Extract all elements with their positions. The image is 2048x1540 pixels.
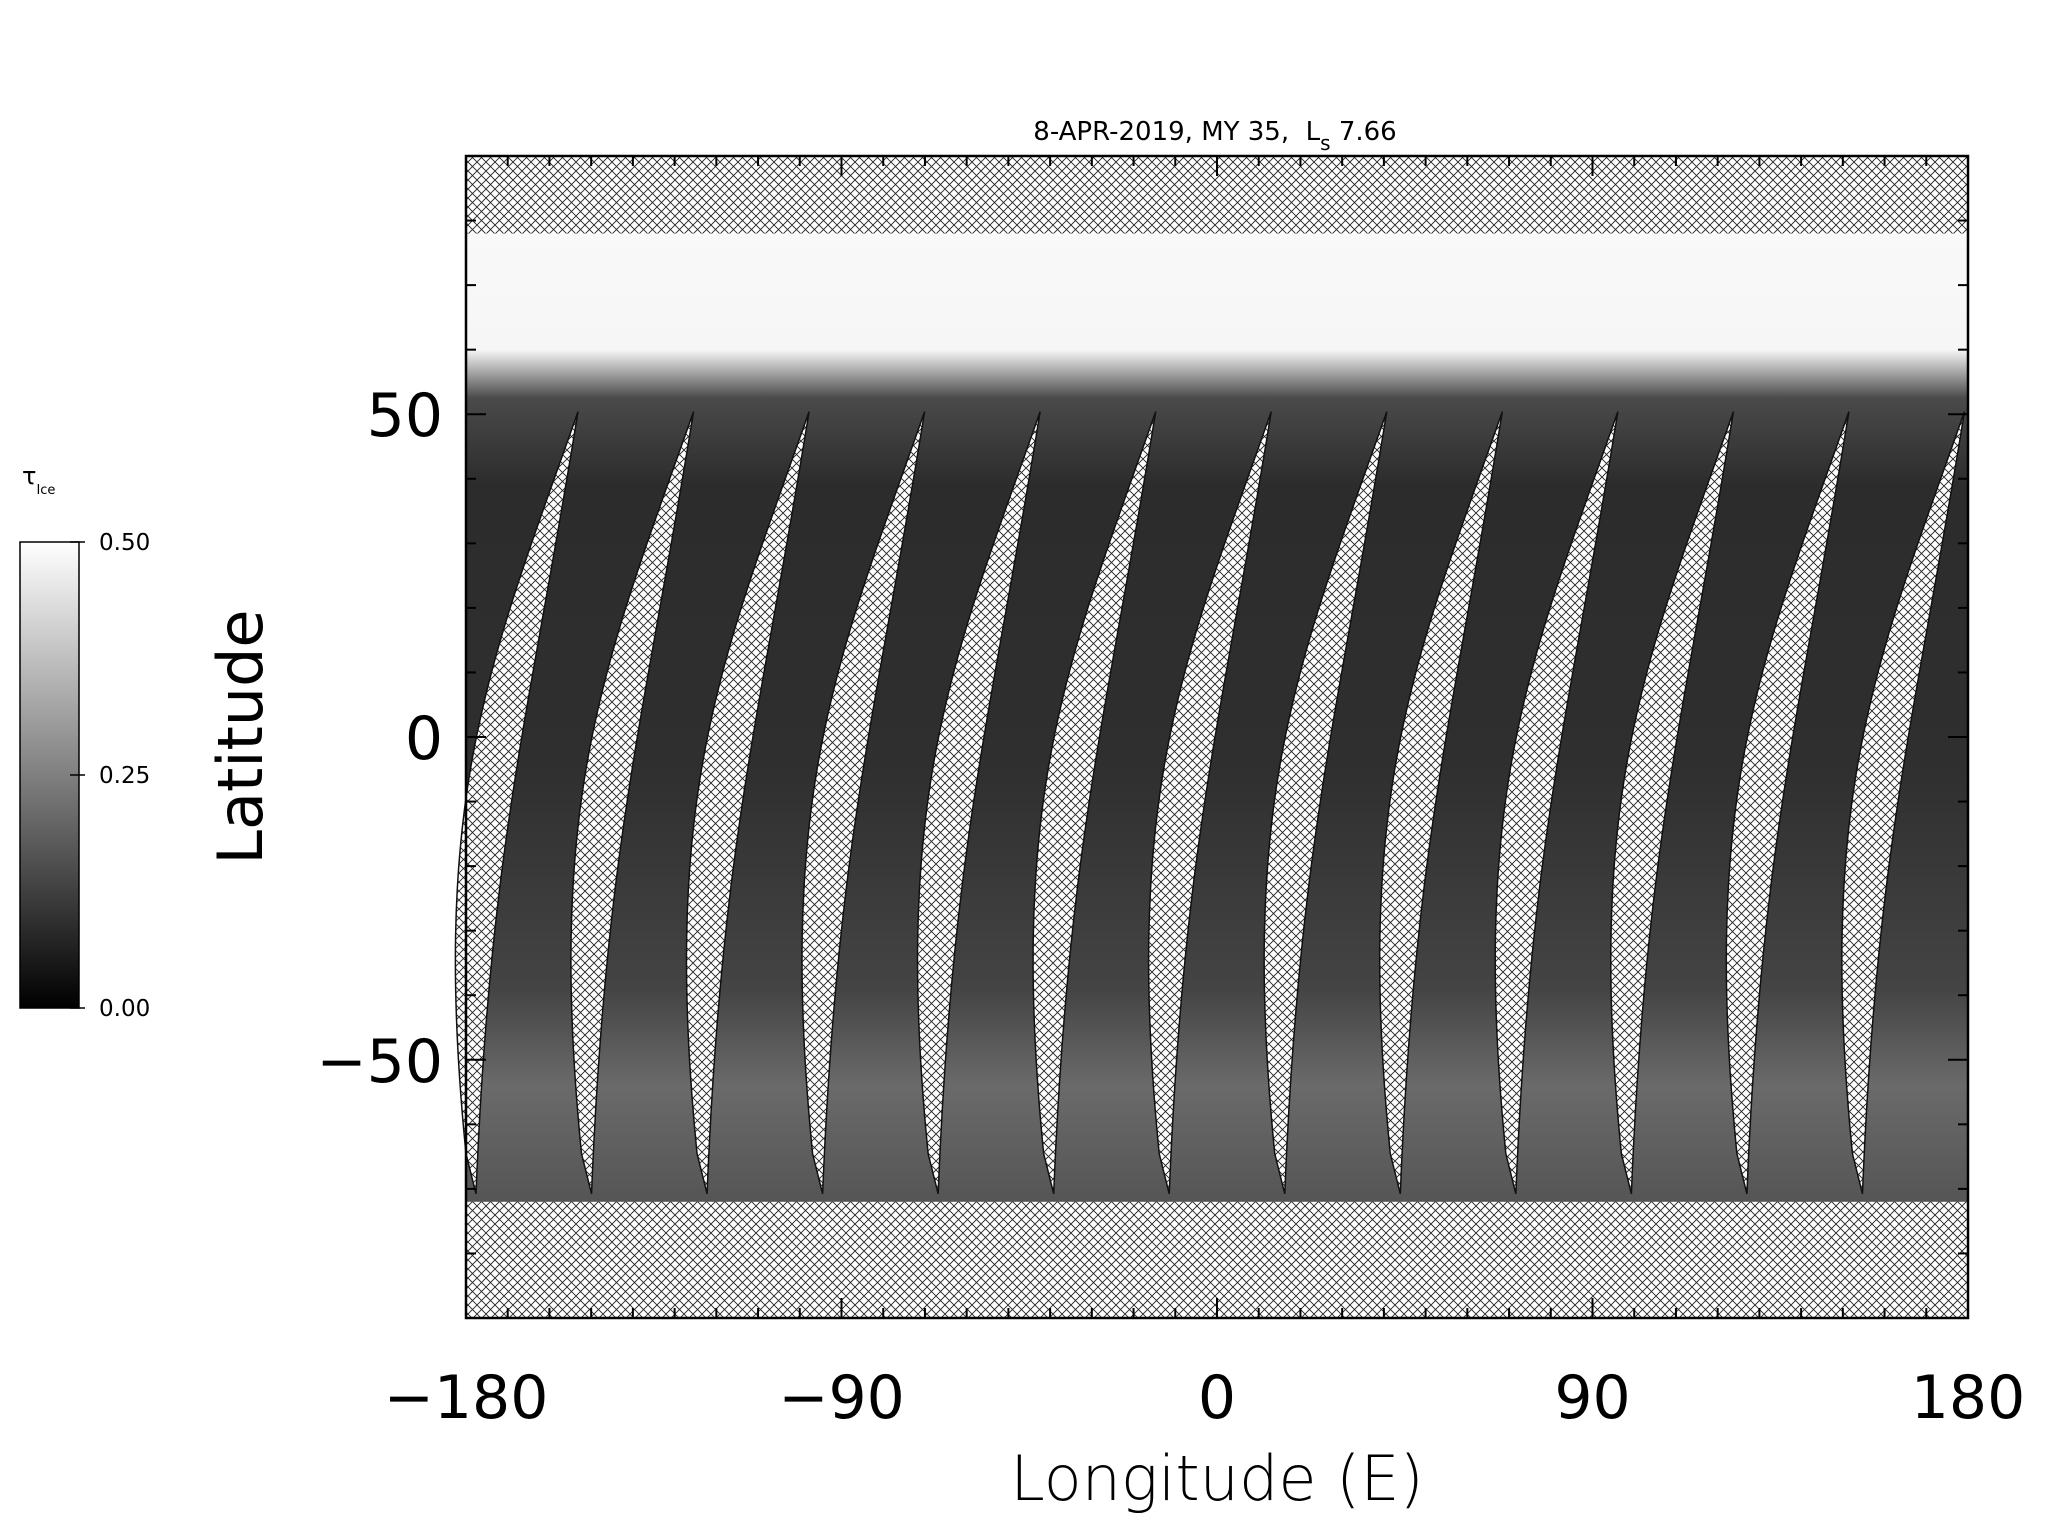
x-axis-label: Longitude (E) [1010,1442,1423,1515]
chart-title: 8-APR-2019, MY 35, Ls 7.66 [1033,117,1396,155]
x-tick-label: −180 [384,1363,549,1433]
swath-gap [1263,411,1388,1194]
title-value: 7.66 [1331,117,1397,147]
x-tick-label: 180 [1911,1363,2026,1433]
x-tick-label: 90 [1554,1363,1630,1433]
swath-gap [1610,411,1735,1194]
map-image [454,156,1968,1318]
swath-gap [1032,411,1157,1194]
y-tick-label: −50 [316,1027,443,1097]
swath-gap [1378,411,1504,1194]
title-text: 8-APR-2019, MY 35, L [1033,117,1320,147]
colorbar-tick-label: 0.00 [99,996,150,1022]
swath-gap [570,411,695,1194]
colorbar-tick-label: 0.50 [99,530,150,556]
swath-gap [1147,411,1272,1194]
colorbar-symbol: τ [22,462,36,490]
swath-gap [454,411,579,1194]
colorbar-label: τIce [22,462,55,498]
title-subscript: s [1320,131,1330,155]
y-axis-label: Latitude [204,609,277,864]
x-tick-label: −90 [778,1363,905,1433]
swath-gap [1841,411,1966,1194]
swath-gap [916,411,1041,1194]
colorbar-subscript: Ice [36,483,55,498]
swath-gap [1725,411,1850,1194]
colorbar-tick-label: 0.25 [99,763,150,789]
colorbar [19,541,80,1009]
swath-gap [1494,411,1619,1194]
swath-gap [685,411,810,1194]
swath-gap [801,411,926,1194]
y-tick-label: 0 [405,704,443,774]
y-tick-label: 50 [367,381,443,451]
x-tick-label: 0 [1198,1363,1236,1433]
